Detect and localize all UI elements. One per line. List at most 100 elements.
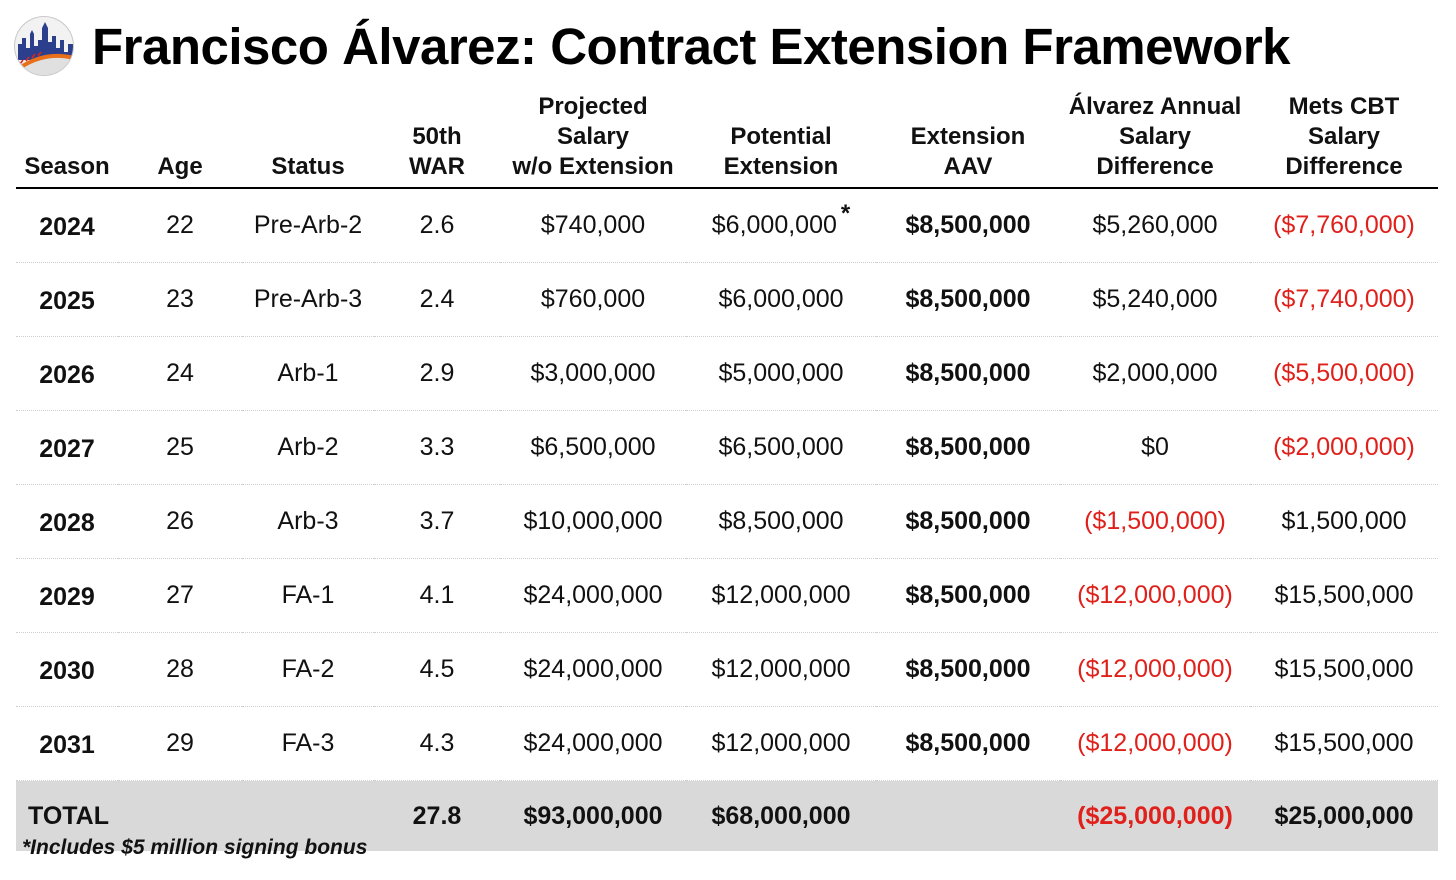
- projected-salary-cell: $24,000,000: [500, 706, 686, 781]
- total-aav: [876, 780, 1060, 851]
- header-row: Season Age Status 50th WAR Projected Salar…: [16, 92, 1438, 189]
- total-label: TOTAL: [16, 780, 374, 851]
- projected-salary-cell: $10,000,000: [500, 484, 686, 559]
- extension-aav-cell: $8,500,000: [876, 336, 1060, 411]
- extension-aav-cell: $8,500,000: [876, 558, 1060, 633]
- status-cell: Pre-Arb-2: [242, 188, 374, 263]
- alvarez-diff-cell: $2,000,000: [1060, 336, 1250, 411]
- potential-extension-cell: $8,500,000: [686, 484, 876, 559]
- mets-diff-cell: ($7,740,000): [1250, 262, 1438, 337]
- season-cell: 2025: [16, 262, 118, 337]
- col-header-alvarez-diff: Álvarez Annual Salary Difference: [1060, 92, 1250, 189]
- potential-extension-cell: $5,000,000: [686, 336, 876, 411]
- projected-salary-cell: $760,000: [500, 262, 686, 337]
- war-cell: 2.4: [374, 262, 500, 337]
- potential-extension-cell: $12,000,000: [686, 706, 876, 781]
- table-row: 2026 24 Arb-1 2.9 $3,000,000 $5,000,000 $8,500…: [16, 336, 1438, 411]
- season-cell: 2027: [16, 410, 118, 485]
- alvarez-diff-cell: ($12,000,000): [1060, 706, 1250, 781]
- status-cell: Arb-1: [242, 336, 374, 411]
- status-cell: FA-3: [242, 706, 374, 781]
- team-logo-icon: [14, 16, 74, 76]
- col-header-war: 50th WAR: [374, 92, 500, 189]
- footnote-marker: *: [840, 200, 851, 227]
- projected-salary-cell: $6,500,000: [500, 410, 686, 485]
- age-cell: 23: [118, 262, 242, 337]
- age-cell: 27: [118, 558, 242, 633]
- col-header-aav: Extension AAV: [876, 92, 1060, 189]
- status-cell: Pre-Arb-3: [242, 262, 374, 337]
- total-mets-diff: $25,000,000: [1250, 780, 1438, 851]
- status-cell: Arb-3: [242, 484, 374, 559]
- total-row: TOTAL 27.8 $93,000,000 $68,000,000 ($25,…: [16, 780, 1438, 851]
- total-projected: $93,000,000: [500, 780, 686, 851]
- col-header-mets-diff: Mets CBT Salary Difference: [1250, 92, 1438, 189]
- status-cell: FA-2: [242, 632, 374, 707]
- header: Francisco Álvarez: Contract Extension Fr…: [12, 8, 1291, 84]
- mets-diff-cell: ($7,760,000): [1250, 188, 1438, 263]
- alvarez-diff-cell: ($12,000,000): [1060, 558, 1250, 633]
- war-cell: 2.6: [374, 188, 500, 263]
- table-row: 2031 29 FA-3 4.3 $24,000,000 $12,000,000 $8,50…: [16, 706, 1438, 781]
- contract-table: Season Age Status 50th WAR Projected Salar…: [16, 92, 1438, 851]
- war-cell: 4.3: [374, 706, 500, 781]
- extension-aav-cell: $8,500,000: [876, 484, 1060, 559]
- total-extension: $68,000,000: [686, 780, 876, 851]
- footnote: *Includes $5 million signing bonus: [22, 836, 368, 859]
- total-alvarez-diff: ($25,000,000): [1060, 780, 1250, 851]
- alvarez-diff-cell: $0: [1060, 410, 1250, 485]
- season-cell: 2031: [16, 706, 118, 781]
- alvarez-diff-cell: $5,260,000: [1060, 188, 1250, 263]
- mets-diff-cell: ($2,000,000): [1250, 410, 1438, 485]
- potential-extension-cell: $12,000,000: [686, 632, 876, 707]
- age-cell: 24: [118, 336, 242, 411]
- potential-extension-cell: $6,500,000: [686, 410, 876, 485]
- war-cell: 3.3: [374, 410, 500, 485]
- table-row: 2024 22 Pre-Arb-2 2.6 $740,000 $6,000,000 * $8,…: [16, 188, 1438, 263]
- mets-diff-cell: $1,500,000: [1250, 484, 1438, 559]
- age-cell: 22: [118, 188, 242, 263]
- alvarez-diff-cell: ($1,500,000): [1060, 484, 1250, 559]
- extension-aav-cell: $8,500,000: [876, 706, 1060, 781]
- alvarez-diff-cell: ($12,000,000): [1060, 632, 1250, 707]
- col-header-extension: Potential Extension: [686, 92, 876, 189]
- mets-diff-cell: ($5,500,000): [1250, 336, 1438, 411]
- age-cell: 25: [118, 410, 242, 485]
- age-cell: 28: [118, 632, 242, 707]
- projected-salary-cell: $24,000,000: [500, 558, 686, 633]
- potential-extension-cell: $6,000,000: [686, 262, 876, 337]
- mets-diff-cell: $15,500,000: [1250, 706, 1438, 781]
- extension-aav-cell: $8,500,000: [876, 632, 1060, 707]
- potential-extension-cell: $6,000,000 *: [686, 188, 876, 263]
- total-war: 27.8: [374, 780, 500, 851]
- extension-aav-cell: $8,500,000: [876, 410, 1060, 485]
- war-cell: 4.1: [374, 558, 500, 633]
- war-cell: 3.7: [374, 484, 500, 559]
- extension-aav-cell: $8,500,000: [876, 262, 1060, 337]
- season-cell: 2026: [16, 336, 118, 411]
- table-row: 2027 25 Arb-2 3.3 $6,500,000 $6,500,000 $8,500…: [16, 410, 1438, 485]
- war-cell: 4.5: [374, 632, 500, 707]
- status-cell: Arb-2: [242, 410, 374, 485]
- season-cell: 2029: [16, 558, 118, 633]
- age-cell: 29: [118, 706, 242, 781]
- projected-salary-cell: $740,000: [500, 188, 686, 263]
- projected-salary-cell: $24,000,000: [500, 632, 686, 707]
- col-header-season: Season: [16, 92, 118, 189]
- col-header-status: Status: [242, 92, 374, 189]
- page-title: Francisco Álvarez: Contract Extension Fr…: [92, 17, 1291, 75]
- extension-aav-cell: $8,500,000: [876, 188, 1060, 263]
- season-cell: 2028: [16, 484, 118, 559]
- table-row: 2030 28 FA-2 4.5 $24,000,000 $12,000,000 $8,50…: [16, 632, 1438, 707]
- table-row: 2029 27 FA-1 4.1 $24,000,000 $12,000,000 $8,50…: [16, 558, 1438, 633]
- status-cell: FA-1: [242, 558, 374, 633]
- mets-diff-cell: $15,500,000: [1250, 632, 1438, 707]
- potential-extension-cell: $12,000,000: [686, 558, 876, 633]
- col-header-age: Age: [118, 92, 242, 189]
- season-cell: 2024: [16, 188, 118, 263]
- col-header-projected: Projected Salary w/o Extension: [500, 92, 686, 189]
- table-row: 2028 26 Arb-3 3.7 $10,000,000 $8,500,000 $8,50…: [16, 484, 1438, 559]
- war-cell: 2.9: [374, 336, 500, 411]
- projected-salary-cell: $3,000,000: [500, 336, 686, 411]
- season-cell: 2030: [16, 632, 118, 707]
